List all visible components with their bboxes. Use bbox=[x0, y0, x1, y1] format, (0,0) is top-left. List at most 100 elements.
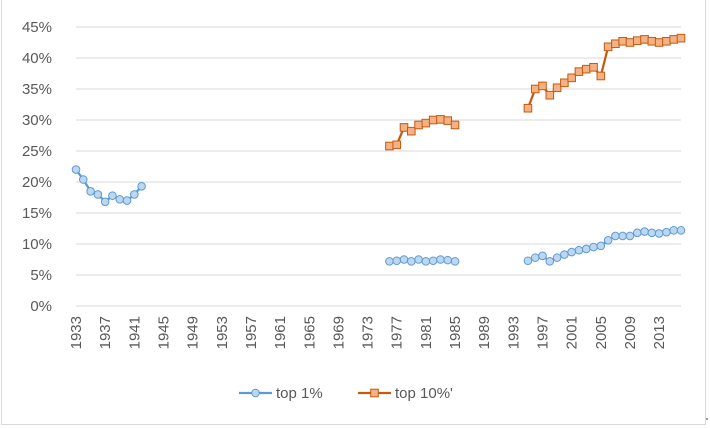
data-point bbox=[443, 116, 453, 125]
data-point bbox=[428, 115, 438, 125]
x-tick-label: 1973 bbox=[360, 316, 377, 349]
data-point bbox=[603, 42, 613, 52]
y-tick-label: 45% bbox=[22, 19, 52, 36]
edge-mark bbox=[706, 418, 708, 420]
data-point bbox=[567, 73, 576, 83]
data-point bbox=[93, 190, 103, 199]
data-point bbox=[122, 196, 132, 205]
x-tick-label: 2005 bbox=[593, 316, 610, 349]
x-tick-label: 1977 bbox=[389, 316, 406, 349]
x-tick-label: 1965 bbox=[301, 316, 318, 349]
data-point bbox=[421, 257, 431, 266]
y-tick-label: 15% bbox=[22, 205, 52, 222]
data-point bbox=[603, 235, 613, 245]
data-point bbox=[436, 255, 445, 264]
x-tick-label: 1949 bbox=[185, 316, 202, 349]
data-point bbox=[130, 190, 139, 199]
y-axis-tick-labels: 0% 5% 10% 15% 20% 25% 30% 35% 40% 45% bbox=[22, 19, 52, 315]
data-point bbox=[596, 241, 606, 251]
data-point bbox=[632, 36, 642, 45]
data-point bbox=[567, 247, 576, 257]
data-point bbox=[538, 251, 547, 261]
data-point bbox=[436, 115, 445, 124]
x-tick-label: 1953 bbox=[214, 316, 231, 349]
data-point bbox=[676, 33, 686, 43]
x-tick-label: 1957 bbox=[243, 316, 260, 349]
data-point bbox=[414, 120, 423, 130]
data-point bbox=[589, 63, 598, 72]
data-point bbox=[399, 255, 409, 264]
data-point bbox=[115, 195, 125, 204]
data-point bbox=[428, 256, 438, 266]
data-point bbox=[647, 228, 657, 238]
legend: top 1% top 10%' bbox=[239, 385, 453, 402]
data-point bbox=[450, 257, 460, 266]
data-point bbox=[574, 67, 584, 76]
data-point bbox=[560, 250, 569, 259]
x-tick-label: 1997 bbox=[535, 316, 552, 349]
y-tick-label: 0% bbox=[30, 298, 52, 315]
data-point bbox=[625, 38, 635, 47]
data-point bbox=[662, 36, 671, 46]
legend-label: top 10%' bbox=[395, 385, 453, 402]
data-point bbox=[523, 103, 533, 113]
x-tick-label: 2009 bbox=[622, 316, 639, 349]
data-point bbox=[640, 35, 649, 44]
y-tick-label: 40% bbox=[22, 50, 52, 67]
data-point bbox=[589, 242, 598, 252]
gridlines bbox=[76, 26, 681, 307]
data-point bbox=[669, 35, 679, 44]
series-markers bbox=[71, 33, 686, 266]
x-tick-label: 1933 bbox=[68, 316, 85, 349]
data-point bbox=[552, 253, 562, 262]
data-point bbox=[407, 126, 416, 136]
data-point bbox=[450, 120, 460, 130]
data-point bbox=[581, 244, 591, 254]
data-point bbox=[545, 90, 555, 100]
data-point bbox=[611, 39, 620, 49]
data-point bbox=[86, 187, 95, 196]
x-tick-label: 2001 bbox=[564, 316, 581, 349]
x-tick-label: 1981 bbox=[418, 316, 435, 349]
data-point bbox=[625, 231, 635, 241]
data-point bbox=[137, 182, 146, 191]
data-point bbox=[392, 256, 402, 266]
data-point bbox=[385, 257, 394, 266]
data-point bbox=[530, 253, 540, 262]
x-tick-label: 1937 bbox=[97, 316, 114, 349]
y-tick-label: 5% bbox=[30, 267, 52, 284]
legend-label: top 1% bbox=[276, 385, 323, 402]
y-tick-label: 25% bbox=[22, 143, 52, 160]
y-tick-label: 35% bbox=[22, 81, 52, 98]
data-point bbox=[669, 226, 679, 235]
data-point bbox=[618, 36, 627, 46]
x-tick-label: 1941 bbox=[126, 316, 143, 349]
x-tick-label: 1989 bbox=[476, 316, 493, 349]
data-point bbox=[552, 83, 562, 93]
data-point bbox=[78, 175, 88, 184]
data-point bbox=[640, 227, 649, 236]
y-tick-label: 30% bbox=[22, 112, 52, 129]
data-point bbox=[574, 245, 584, 255]
data-point bbox=[581, 64, 591, 74]
data-point bbox=[443, 255, 453, 265]
data-point bbox=[654, 229, 664, 238]
data-point bbox=[108, 191, 117, 200]
y-tick-label: 10% bbox=[22, 236, 52, 253]
data-point bbox=[662, 227, 671, 237]
x-tick-label: 2013 bbox=[651, 316, 668, 349]
data-point bbox=[71, 165, 81, 174]
data-point bbox=[596, 71, 606, 81]
data-point bbox=[647, 36, 657, 46]
x-tick-label: 1969 bbox=[330, 316, 347, 349]
data-point bbox=[421, 118, 431, 128]
legend-marker bbox=[251, 388, 260, 398]
x-tick-label: 1961 bbox=[272, 316, 289, 349]
legend-marker bbox=[370, 388, 379, 398]
data-point bbox=[654, 38, 664, 47]
x-axis-tick-labels: 1933 1937 1941 1945 1949 1953 1957 1961 1965 1969… bbox=[68, 316, 668, 349]
x-tick-label: 1993 bbox=[505, 316, 522, 349]
data-point bbox=[676, 226, 686, 235]
data-point bbox=[407, 257, 416, 266]
